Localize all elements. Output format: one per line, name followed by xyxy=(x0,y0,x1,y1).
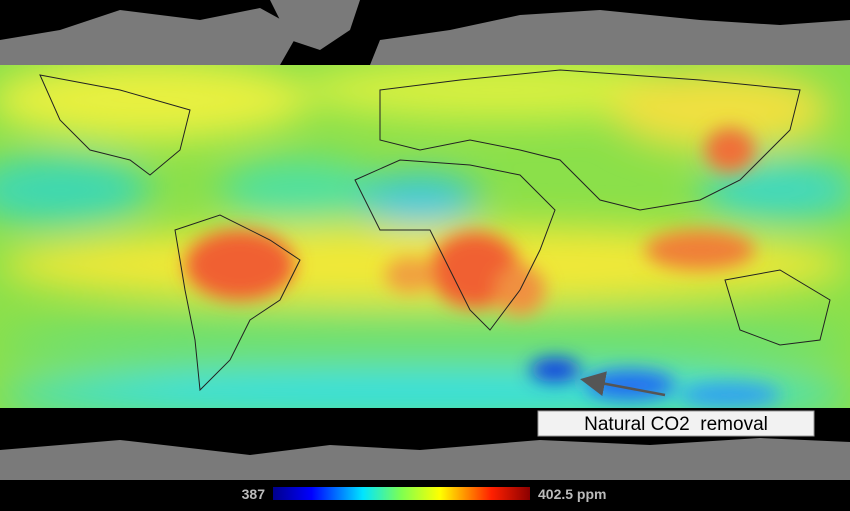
antarctic-land xyxy=(0,438,850,480)
annotation-box xyxy=(537,410,815,437)
co2-field xyxy=(0,65,850,408)
colorbar xyxy=(273,487,530,500)
annotation-arrow xyxy=(580,371,666,397)
colorbar-min-label: 387 xyxy=(242,486,266,502)
coastlines xyxy=(39,69,831,392)
colorbar-max-label: 402.5 ppm xyxy=(538,486,606,502)
arctic-land xyxy=(0,0,850,65)
annotation-text: Natural CO2 removal xyxy=(584,414,768,435)
